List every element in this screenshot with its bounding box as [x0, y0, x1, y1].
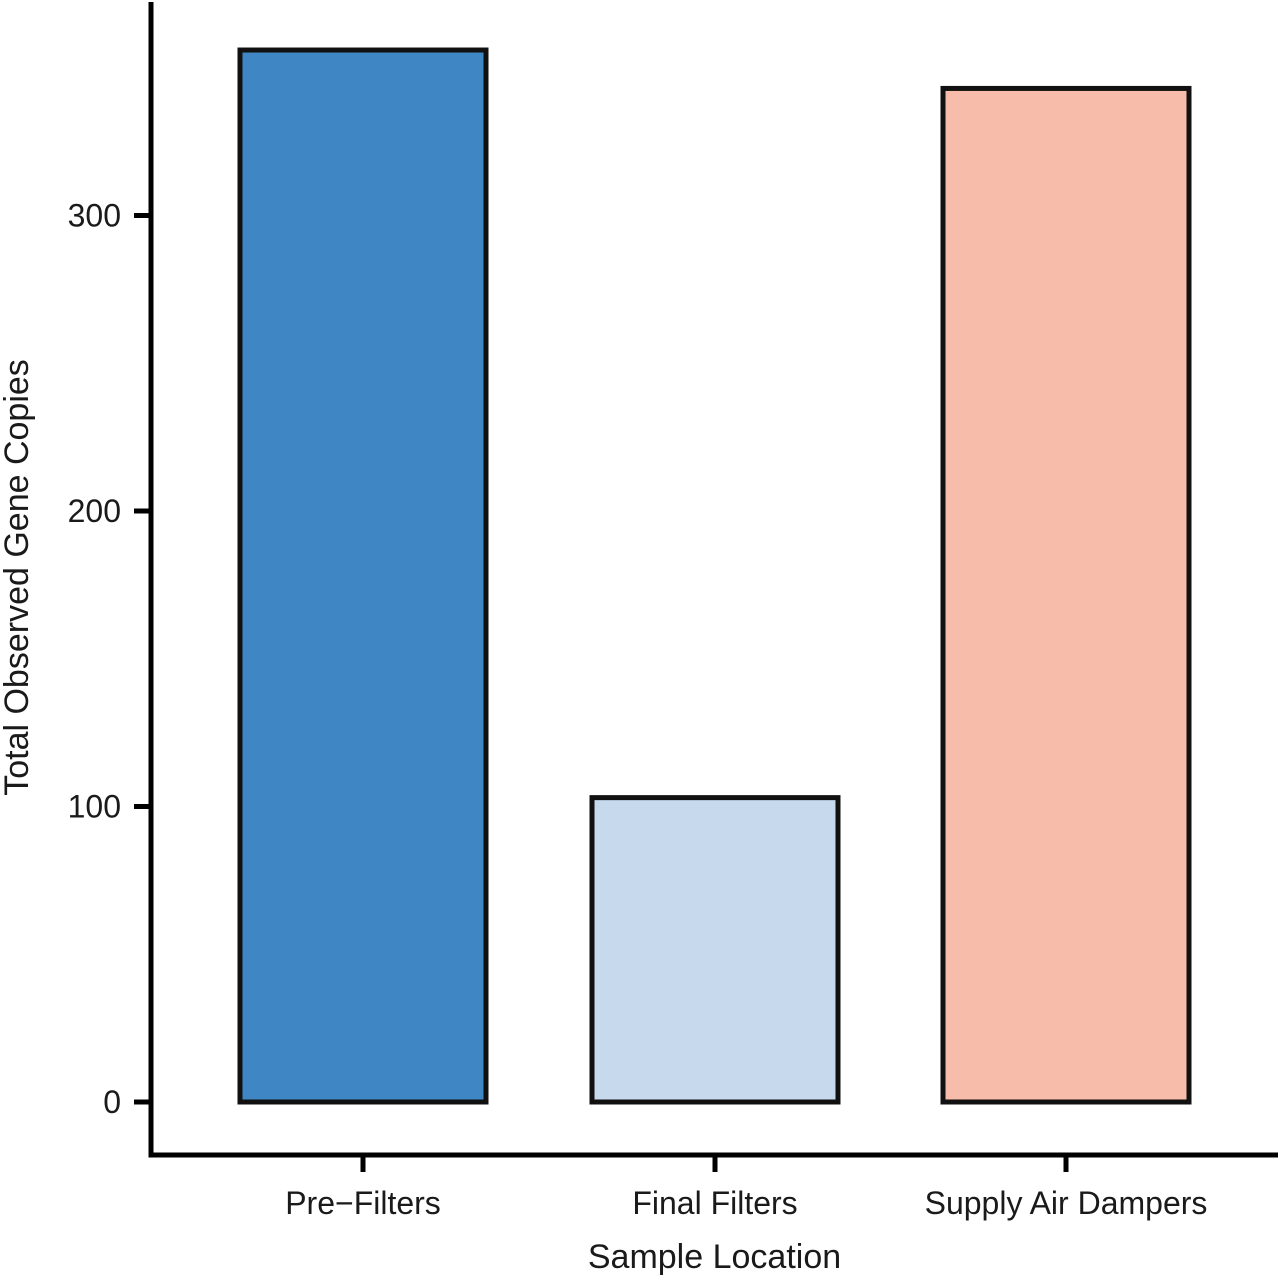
y-axis-ticks: 0 100 200 300 [68, 198, 151, 1120]
x-tick-label: Pre−Filters [285, 1185, 441, 1221]
bar-1 [237, 47, 489, 1105]
x-tick-label: Final Filters [632, 1185, 797, 1221]
x-tick-label: Supply Air Dampers [925, 1185, 1208, 1221]
y-tick-label: 300 [68, 198, 121, 234]
y-tick-label: 0 [103, 1084, 121, 1120]
x-axis-title: Sample Location [588, 1238, 841, 1276]
bar-3 [940, 85, 1192, 1105]
y-tick-label: 200 [68, 493, 121, 529]
x-axis-ticks: Pre−Filters Final Filters Supply Air Dampe… [285, 1155, 1207, 1221]
y-axis-title: Total Observed Gene Copies [0, 359, 36, 796]
bar-2 [589, 795, 841, 1105]
bars-group [237, 47, 1192, 1105]
y-tick-label: 100 [68, 789, 121, 825]
